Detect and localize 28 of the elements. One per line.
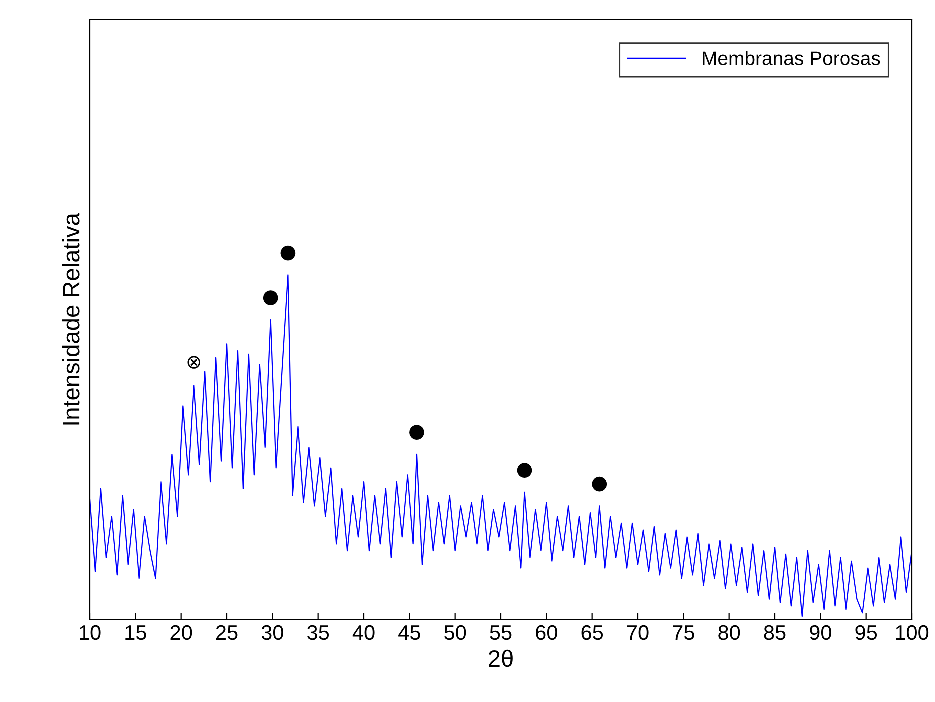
annotation: ● <box>263 290 278 306</box>
annotation: ● <box>592 476 608 492</box>
x-tick-label: 15 <box>126 626 146 640</box>
x-tick-label: 75 <box>673 626 694 640</box>
x-tick-label: 70 <box>627 625 649 640</box>
x-tick-label: 80 <box>718 625 740 640</box>
y-axis-title: Intensidade Relativa <box>62 213 80 425</box>
annotation: ● <box>517 463 532 478</box>
x-tick-label: 25 <box>216 625 238 640</box>
x-tick-label: 35 <box>308 625 330 640</box>
annotation: ● <box>410 425 424 440</box>
x-tick-label: 65 <box>582 625 604 640</box>
annotation: ⊗ <box>188 356 200 369</box>
x-tick-label: 85 <box>764 625 786 640</box>
x-tick-label: 30 <box>262 625 284 640</box>
x-tick-label: 95 <box>856 625 878 640</box>
x-tick-label: 90 <box>810 625 832 640</box>
x-tick-label: 10 <box>80 625 101 640</box>
x-tick-label: 55 <box>490 626 512 640</box>
x-tick-label: 45 <box>398 626 420 640</box>
legend-label: Membranas Porosas <box>703 51 880 66</box>
x-tick-label: 60 <box>536 625 558 640</box>
x-tick-label: 100 <box>896 625 929 640</box>
x-axis-title: 2θ <box>489 650 513 668</box>
x-tick-label: 50 <box>444 625 466 640</box>
x-tick-label: 20 <box>170 625 192 640</box>
x-tick-label: 40 <box>352 625 375 640</box>
annotation: ● <box>280 246 296 261</box>
